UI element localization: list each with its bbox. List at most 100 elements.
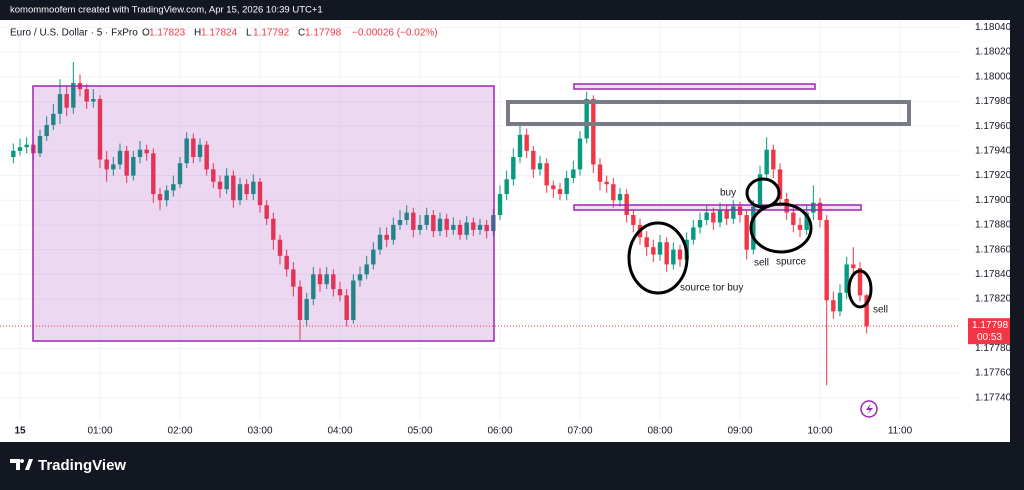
logo-mark [10, 459, 33, 470]
candle-body [464, 222, 469, 235]
candle-body [604, 181, 609, 185]
x-tick-label: 10:00 [807, 426, 832, 437]
candle-body [144, 149, 149, 154]
candle-body [44, 124, 49, 137]
candle-body [291, 269, 296, 287]
candle-body [384, 234, 389, 240]
y-tick-label: 1.17980 [975, 96, 1012, 107]
y-tick-label: 1.17780 [975, 343, 1012, 354]
x-tick-label: 07:00 [567, 426, 592, 437]
candle-body [264, 205, 269, 219]
candle-body [157, 194, 163, 201]
candle-body [671, 249, 676, 265]
candle-body [731, 206, 736, 219]
candle-body [811, 202, 816, 213]
circle-mark [847, 269, 873, 309]
candle-body [851, 264, 856, 269]
candle-body [411, 212, 416, 230]
candle-body [364, 264, 369, 275]
candle-body [864, 295, 869, 327]
candle-body [531, 150, 536, 170]
candle-body [317, 274, 323, 285]
candle-body [504, 179, 509, 195]
candle-body [244, 184, 249, 195]
symbol: Euro / U.S. Dollar · 5 · FxPro [10, 28, 138, 39]
candle-body [164, 190, 169, 201]
candle-body [617, 194, 623, 201]
candle-body [191, 138, 196, 158]
x-tick-label: 04:00 [327, 426, 352, 437]
level-box [573, 204, 862, 211]
chart-area [0, 20, 1010, 442]
candle-body [751, 206, 756, 250]
candle-body [57, 94, 63, 114]
y-tick-label: 1.18000 [975, 71, 1012, 82]
candle-body [357, 274, 363, 281]
candle-body [564, 178, 569, 195]
candle-body [817, 202, 823, 220]
candle-body [664, 242, 669, 265]
candle-body [17, 147, 23, 151]
candle-body [197, 144, 203, 158]
y-tick-label: 1.18020 [975, 47, 1012, 58]
y-tick-label: 1.17880 [975, 220, 1012, 231]
legend-key: L [246, 28, 252, 39]
y-tick-label: 1.17820 [975, 294, 1012, 305]
candle-body [104, 159, 109, 170]
candle-body [611, 184, 616, 201]
candle-body [557, 189, 563, 195]
candle-body [571, 169, 576, 179]
candle-body [24, 144, 29, 148]
candle-body [497, 194, 503, 216]
candle-body [304, 299, 309, 320]
candle-body [91, 99, 96, 102]
candle-body [657, 242, 663, 255]
alert-icon-bolt [866, 403, 873, 415]
candle-body [404, 212, 409, 220]
ohlc-legend: O 1.17823 H 1.17824 L 1.17792 C 1.17798 −0.00026… [142, 28, 438, 39]
candle-body [344, 295, 349, 320]
candle-body [51, 113, 56, 125]
candle-body [437, 218, 443, 232]
candle-body [591, 99, 596, 165]
annotation: spurce [776, 257, 806, 268]
annotation: buy [720, 188, 736, 199]
candle-body [11, 150, 16, 158]
attribution: komommoofem created with TradingView.com… [10, 5, 323, 16]
circle-mark [627, 221, 689, 295]
candle-body [537, 163, 543, 170]
y-tick-label: 1.17960 [975, 121, 1012, 132]
candle-body [391, 224, 396, 240]
candle-body [444, 218, 449, 230]
candle-body [131, 157, 136, 176]
candle-body [837, 292, 843, 312]
candle-body [377, 234, 383, 250]
alert-icon[interactable] [860, 400, 878, 418]
candle-body [651, 247, 656, 255]
candle-body [331, 274, 336, 290]
candle-body [111, 164, 116, 170]
candle-body [517, 134, 523, 158]
legend-value: 1.17823 [149, 28, 186, 39]
candle-body [284, 255, 289, 270]
x-tick-label: 11:00 [888, 426, 913, 437]
candle-body [597, 164, 603, 182]
x-tick-label: 05:00 [407, 426, 432, 437]
header-legend: Euro / U.S. Dollar · 5 · FxPro [10, 28, 138, 39]
candle-body [644, 237, 649, 248]
y-tick-label: 1.17900 [975, 195, 1012, 206]
level-box [573, 83, 816, 90]
x-tick-label: 01:00 [87, 426, 112, 437]
candle-body [117, 150, 123, 165]
x-tick-label: 02:00 [167, 426, 192, 437]
candle-body [551, 185, 556, 190]
y-tick-label: 1.17940 [975, 146, 1012, 157]
candle-body [217, 181, 223, 190]
candle-body [397, 220, 403, 225]
price-label: 1.17798 [972, 320, 1009, 331]
candle-body [797, 224, 803, 230]
candle-body [431, 215, 436, 232]
candle-body [771, 149, 776, 170]
